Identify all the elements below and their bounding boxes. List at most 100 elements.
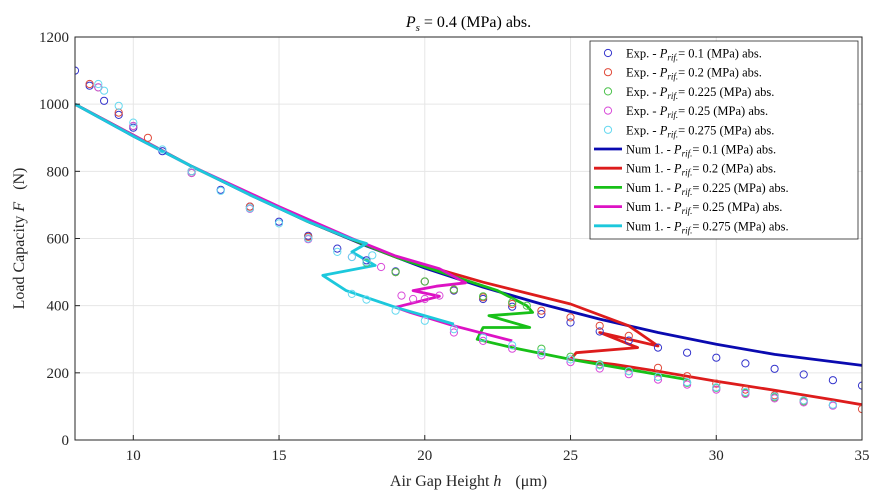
legend-marker — [603, 48, 613, 58]
legend-label: Num 1. - Prif.= 0.25 (MPa) abs. — [626, 200, 782, 216]
title-rest: = 0.4 (MPa) abs. — [420, 14, 531, 31]
y-axis-label: Load Capacity F (N) — [11, 168, 28, 310]
y-tick-label: 1000 — [39, 97, 69, 113]
exp-data-point — [566, 352, 575, 361]
exp-data-point — [508, 344, 517, 353]
exp-data-point — [274, 219, 284, 228]
legend-label-symbol: P — [673, 162, 682, 176]
legend-label-value: = 0.25 (MPa) abs. — [692, 200, 782, 214]
exp-data-point — [624, 331, 633, 340]
exp-data-point — [158, 145, 167, 154]
exp-data-point — [347, 289, 356, 298]
exp-data-point — [741, 385, 750, 394]
exp-data-point — [741, 389, 750, 399]
exp-data-point — [595, 321, 604, 330]
y-tick-label: 0 — [62, 433, 70, 449]
exp-data-point — [508, 341, 517, 350]
exp-data-point — [683, 380, 692, 389]
legend-label-symbol: P — [673, 143, 682, 157]
legend-label-prefix: Exp. - — [626, 104, 660, 118]
exp-data-point — [362, 295, 371, 304]
exp-data-point — [368, 251, 377, 260]
exp-data-point — [508, 302, 517, 311]
exp-data-point — [420, 277, 429, 286]
exp-data-point — [420, 294, 429, 304]
legend-marker — [603, 87, 613, 96]
legend: Exp. - Prif.= 0.1 (MPa) abs.Exp. - Prif.… — [589, 40, 859, 240]
title-symbol: P — [405, 14, 416, 31]
exp-data-point — [397, 291, 406, 300]
exp-data-point — [85, 81, 94, 90]
legend-label: Exp. - Prif.= 0.1 (MPa) abs. — [626, 47, 762, 63]
legend-marker — [603, 125, 613, 134]
legend-label-value: = 0.275 (MPa) abs. — [692, 219, 788, 233]
exp-data-point — [245, 204, 254, 213]
legend-label-value: = 0.2 (MPa) abs. — [692, 162, 776, 176]
exp-data-point — [624, 370, 633, 379]
x-axis-label: Air Gap Height h (μm) — [390, 473, 547, 490]
exp-data-point — [712, 383, 721, 392]
exp-data-point — [566, 355, 575, 364]
x-tick-label: 10 — [126, 448, 141, 464]
legend-label-sub: rif. — [682, 168, 693, 178]
legend-label-sub: rif. — [682, 187, 693, 197]
exp-data-point — [187, 167, 196, 176]
legend-label-symbol: P — [673, 219, 682, 233]
exp-data-point — [537, 348, 546, 357]
exp-data-point — [100, 96, 109, 105]
exp-data-point — [479, 336, 488, 345]
legend-label: Num 1. - Prif.= 0.225 (MPa) abs. — [626, 181, 789, 197]
exp-data-point — [94, 79, 103, 89]
legend-label-prefix: Num 1. - — [626, 143, 674, 157]
exp-data-point — [624, 336, 633, 345]
exp-data-point — [741, 359, 750, 368]
legend-label-sub: rif. — [667, 53, 678, 63]
exp-data-point — [100, 86, 109, 95]
legend-label-prefix: Num 1. - — [626, 181, 674, 195]
exp-data-point — [391, 306, 400, 315]
exp-data-point — [566, 313, 575, 322]
legend-label-symbol: P — [659, 85, 668, 99]
title-symbol-sub: s — [416, 22, 420, 34]
num-series-line-5 — [75, 102, 455, 326]
exp-data-point — [770, 394, 779, 403]
exp-data-point — [333, 247, 342, 256]
y-axis-label-var: F — [11, 202, 28, 213]
exp-data-point — [857, 405, 862, 414]
legend-label-value: = 0.1 (MPa) abs. — [692, 143, 776, 157]
y-tick-label: 800 — [47, 164, 70, 180]
legend-label-sub: rif. — [667, 91, 678, 101]
exp-data-point — [537, 351, 546, 360]
legend-label-symbol: P — [659, 66, 668, 80]
legend-label: Num 1. - Prif.= 0.275 (MPa) abs. — [626, 219, 789, 235]
exp-data-point — [129, 118, 138, 127]
x-tick-label: 30 — [709, 448, 724, 464]
x-axis-label-var: h — [493, 473, 501, 490]
exp-data-point — [377, 262, 386, 272]
exp-series-5 — [94, 79, 838, 409]
x-tick-label: 25 — [563, 448, 578, 464]
chart-title: Ps = 0.4 (MPa) abs. — [405, 14, 531, 34]
x-axis-label-unit: (μm) — [515, 473, 547, 490]
plot-area — [75, 66, 862, 414]
exp-data-point — [114, 101, 123, 110]
legend-label: Exp. - Prif.= 0.225 (MPa) abs. — [626, 85, 774, 101]
exp-data-point — [624, 367, 633, 376]
exp-data-point — [537, 310, 546, 319]
legend-marker — [603, 106, 613, 115]
legend-label-symbol: P — [673, 200, 682, 214]
legend-label-prefix: Exp. - — [626, 123, 660, 137]
plot-series — [75, 66, 862, 414]
exp-data-point — [799, 370, 808, 379]
y-tick-label: 600 — [47, 232, 70, 248]
exp-data-point — [522, 301, 531, 310]
axis-ticks: 10 15 20 25 30 35 0 200 400 600 800 1000 1200 — [39, 30, 870, 464]
y-tick-label: 400 — [47, 299, 70, 315]
exp-data-point — [653, 372, 663, 381]
exp-data-point — [391, 268, 400, 277]
exp-data-point — [683, 372, 692, 381]
legend-label-sub: rif. — [682, 149, 693, 159]
x-tick-label: 15 — [272, 448, 287, 464]
exp-data-point — [508, 298, 517, 307]
legend-label-sub: rif. — [667, 72, 678, 82]
